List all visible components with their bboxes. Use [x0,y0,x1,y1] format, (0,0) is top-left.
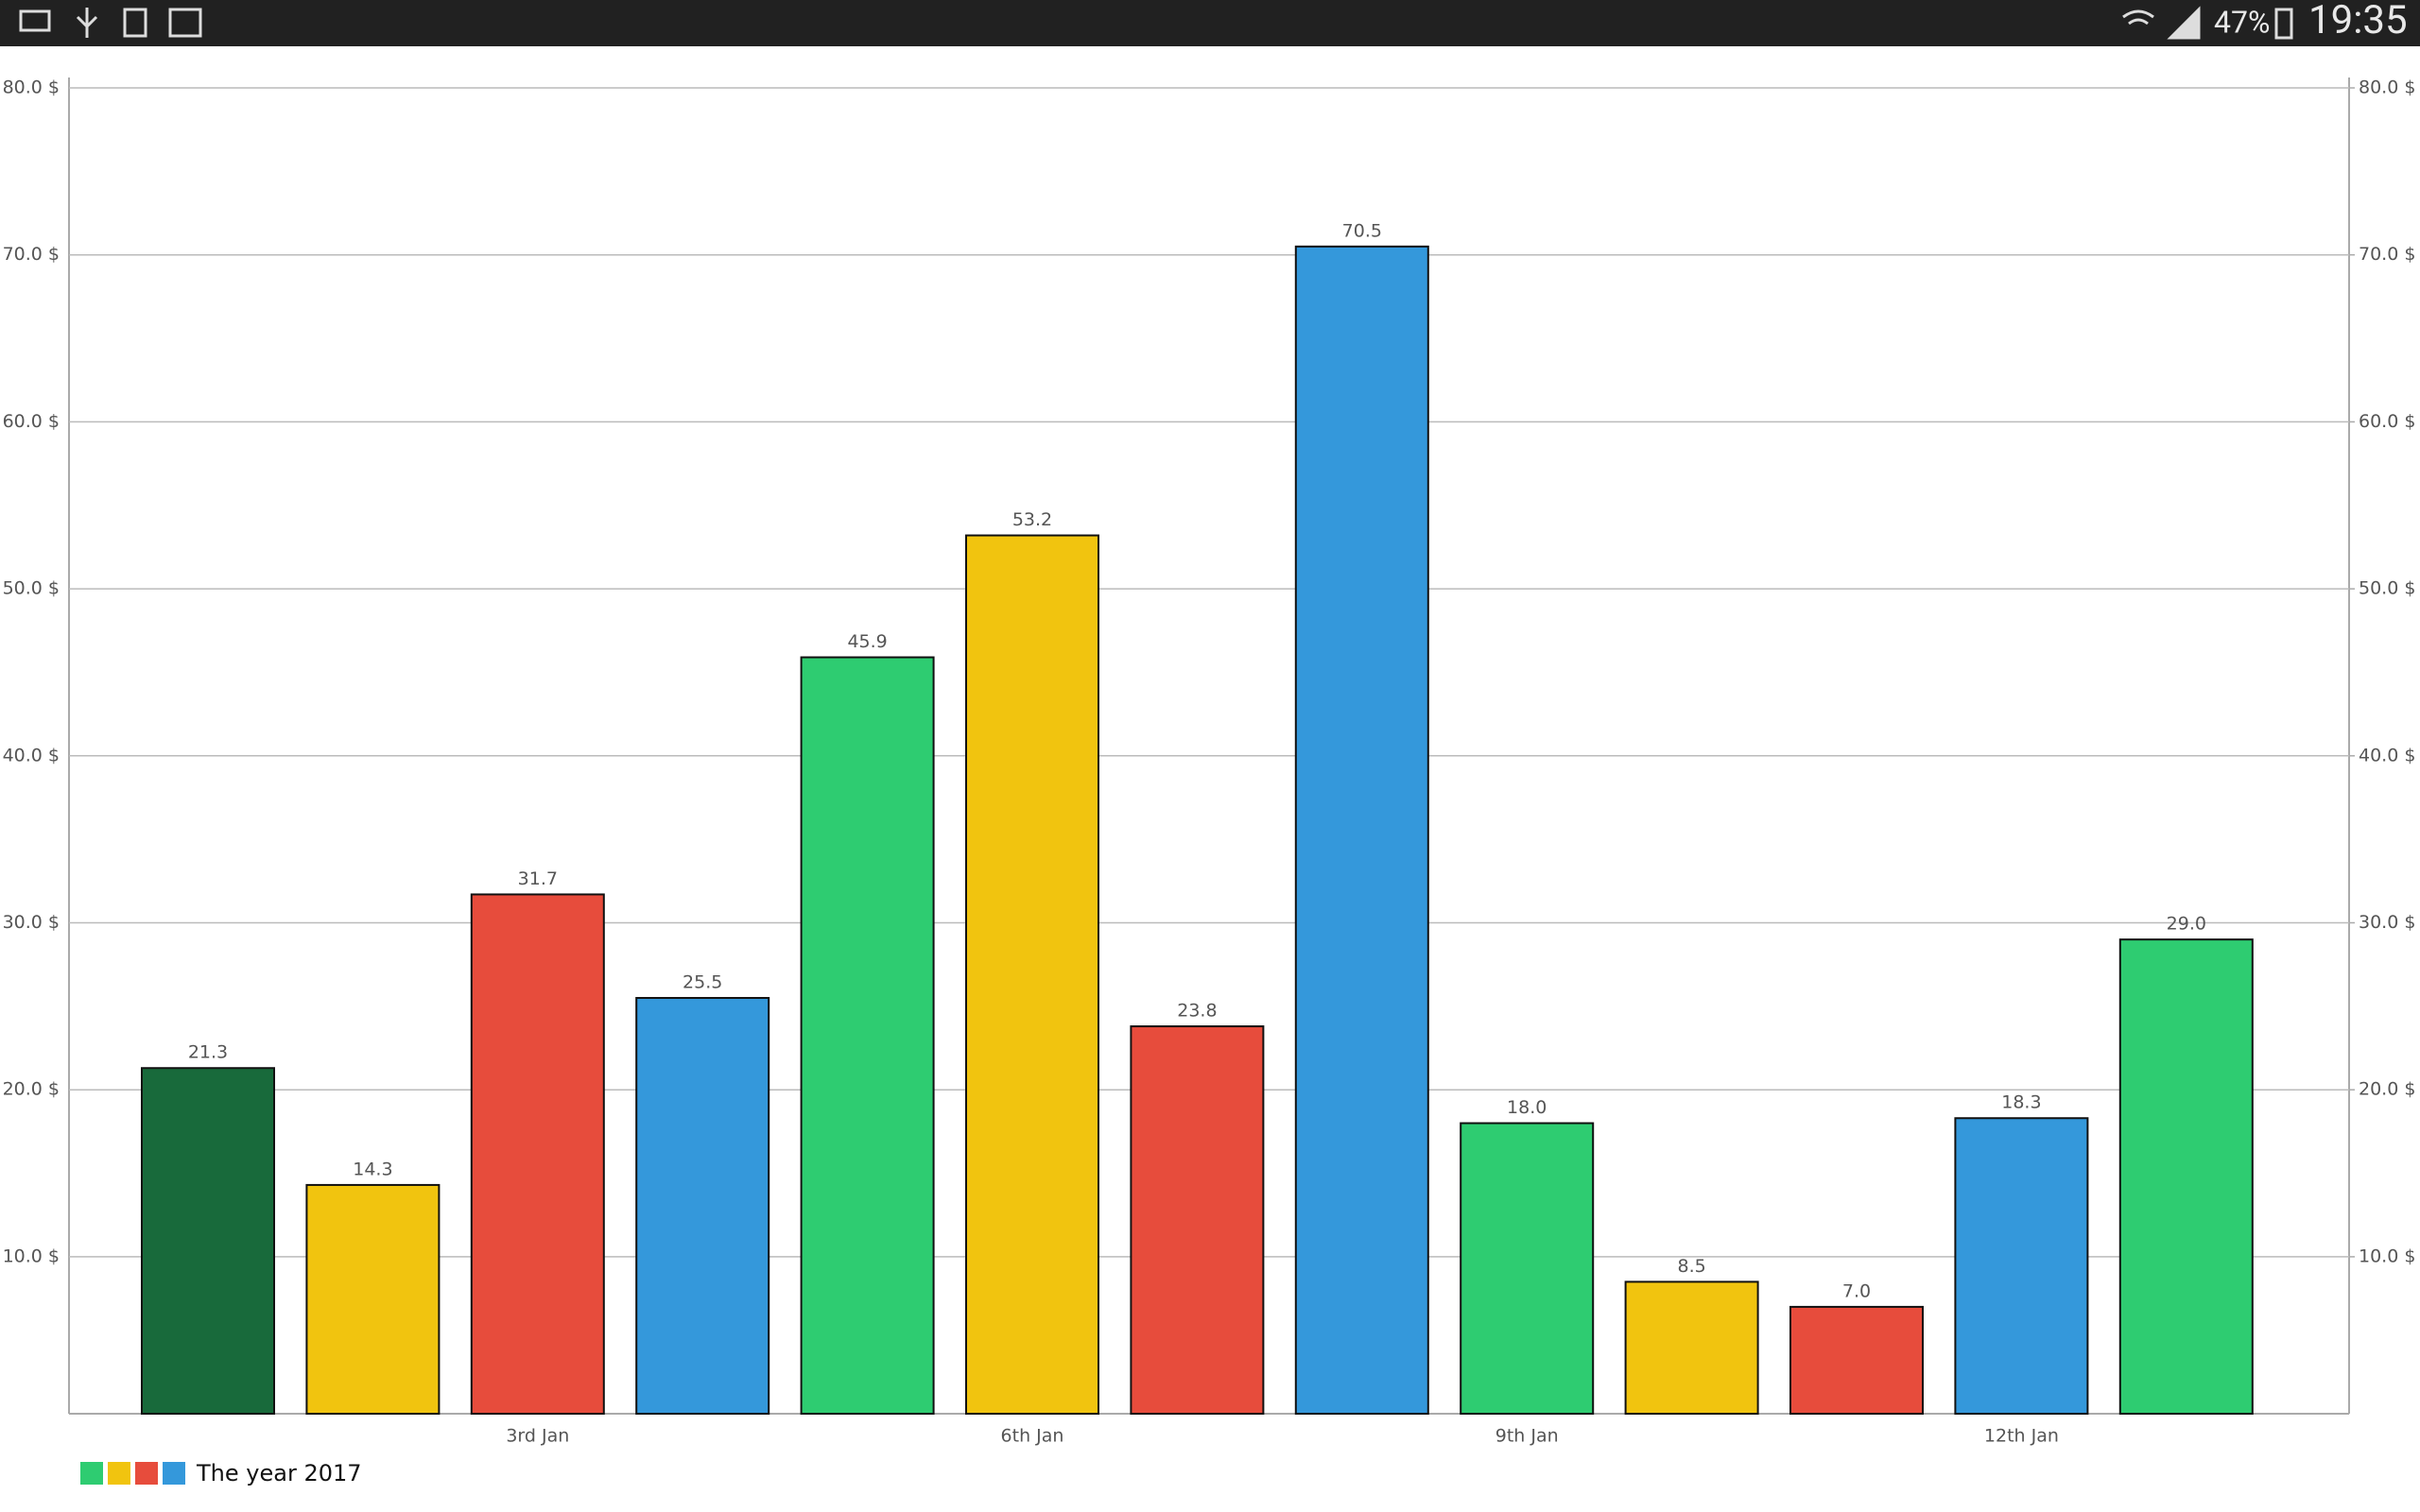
value-label: 29.0 [2167,914,2206,935]
bar [1789,1305,1924,1416]
bar [1294,245,1429,1415]
bar [1460,1122,1595,1415]
value-label: 53.2 [1012,509,1052,530]
y2-tick-label: 20.0 $ [2359,1079,2415,1100]
y2-tick-label: 60.0 $ [2359,411,2415,432]
bar [1130,1025,1265,1415]
y-tick-label: 20.0 $ [3,1079,60,1100]
value-label: 23.8 [1177,1001,1217,1022]
x-tick-label: 9th Jan [1495,1426,1559,1447]
y2-tick-label: 10.0 $ [2359,1246,2415,1266]
value-label: 31.7 [518,868,558,889]
y-tick-label: 40.0 $ [3,745,60,765]
x-tick-label: 3rd Jan [506,1426,569,1447]
legend-swatch [135,1462,158,1485]
battery-text: 47% [2214,4,2270,40]
value-label: 70.5 [1342,220,1382,241]
x-tick-label: 12th Jan [1984,1426,2059,1447]
value-label: 7.0 [1842,1280,1871,1301]
y2-tick-label: 40.0 $ [2359,745,2415,765]
y-tick-label: 10.0 $ [3,1246,60,1266]
x-tick-label: 6th Jan [1001,1426,1064,1447]
icon [76,8,98,38]
y2-tick-label: 30.0 $ [2359,912,2415,933]
value-label: 8.5 [1677,1256,1705,1277]
legend-swatch [80,1462,103,1485]
clock: 19:35 [2308,0,2408,43]
bar [800,656,935,1415]
y2-tick-label: 50.0 $ [2359,578,2415,599]
icon [168,8,202,38]
value-label: 18.0 [1507,1097,1547,1118]
value-label: 14.3 [353,1159,392,1179]
y-tick-label: 70.0 $ [3,244,60,265]
value-label: 25.5 [683,972,722,993]
value-label: 45.9 [847,631,887,652]
bar [635,997,770,1415]
y2-tick-label: 80.0 $ [2359,77,2415,98]
bar [141,1067,275,1415]
icon [2122,9,2154,26]
value-label: 18.3 [2001,1092,2041,1113]
bar [305,1183,441,1415]
value-label: 21.3 [188,1042,228,1063]
legend-swatch [108,1462,130,1485]
bar [470,893,605,1415]
icon [2274,8,2293,40]
legend-label: The year 2017 [196,1460,362,1486]
status-icons [19,6,2293,40]
y-tick-label: 30.0 $ [3,912,60,933]
bar [1624,1280,1759,1416]
icon [2167,6,2201,40]
y-tick-label: 80.0 $ [3,77,60,98]
y-tick-label: 50.0 $ [3,578,60,599]
icon [19,9,51,32]
legend-swatch [163,1462,185,1485]
y-tick-label: 60.0 $ [3,411,60,432]
bar [965,534,1099,1415]
icon [123,8,147,38]
bar [2118,938,2254,1415]
status-bar [0,0,2420,46]
bar [1954,1117,2089,1416]
y2-tick-label: 70.0 $ [2359,244,2415,265]
